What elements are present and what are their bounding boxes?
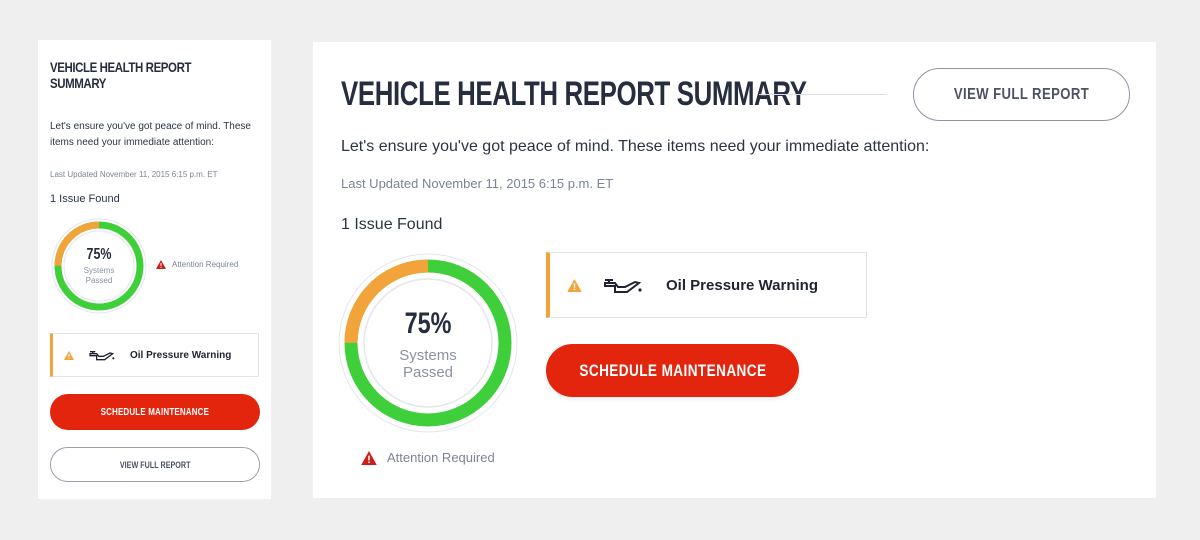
mobile-health-gauge: 75% Systems Passed <box>50 217 148 315</box>
health-gauge: 75% Systems Passed <box>337 252 519 434</box>
mobile-intro-text: Let's ensure you've got peace of mind. T… <box>50 121 251 148</box>
mobile-attention-required: Attention Required <box>156 260 238 269</box>
mobile-warning-item[interactable]: Oil Pressure Warning <box>50 333 259 377</box>
gauge-percent: 75% <box>86 246 112 263</box>
attention-required: Attention Required <box>361 450 495 465</box>
view-full-report-button[interactable]: VIEW FULL REPORT <box>50 447 260 482</box>
mobile-report-title: VEHICLE HEALTH REPORT SUMMARY <box>50 59 192 91</box>
mobile-last-updated: Last Updated November 11, 2015 6:15 p.m.… <box>50 170 218 179</box>
intro-text: Let's ensure you've got peace of mind. T… <box>341 138 930 155</box>
warning-triangle-red-icon <box>156 260 166 269</box>
warning-item-label: Oil Pressure Warning <box>130 349 232 361</box>
gauge-ring <box>51 218 147 314</box>
gauge-passed-arc <box>54 221 144 311</box>
last-updated: Last Updated November 11, 2015 6:15 p.m.… <box>341 176 614 191</box>
report-title: VEHICLE HEALTH REPORT SUMMARY <box>341 75 807 113</box>
schedule-maintenance-button[interactable]: SCHEDULE MAINTENANCE <box>546 344 799 397</box>
attention-label: Attention Required <box>387 450 495 465</box>
gauge-label: Systems Passed <box>399 347 457 381</box>
issues-count: 1 Issue Found <box>341 216 443 233</box>
warning-triangle-red-icon <box>361 450 377 465</box>
warning-triangle-orange-icon <box>567 278 582 292</box>
attention-label: Attention Required <box>172 260 239 269</box>
mobile-report-card: VEHICLE HEALTH REPORT SUMMARY Let's ensu… <box>38 40 271 499</box>
oil-can-icon <box>89 351 115 361</box>
warning-item-label: Oil Pressure Warning <box>666 276 818 294</box>
gauge-percent: 75% <box>404 307 452 340</box>
desktop-report-card: VEHICLE HEALTH REPORT SUMMARY VIEW FULL … <box>313 42 1156 498</box>
warning-triangle-orange-icon <box>64 350 74 360</box>
schedule-maintenance-button[interactable]: SCHEDULE MAINTENANCE <box>50 394 260 430</box>
oil-can-icon <box>604 279 642 293</box>
gauge-attention-arc <box>344 259 512 427</box>
mobile-issues-count: 1 Issue Found <box>50 193 120 205</box>
view-full-report-button[interactable]: VIEW FULL REPORT <box>913 68 1130 121</box>
warning-item[interactable]: Oil Pressure Warning <box>546 252 867 318</box>
gauge-ring <box>338 253 518 433</box>
gauge-label: Systems Passed <box>83 266 115 285</box>
title-divider <box>759 94 887 95</box>
